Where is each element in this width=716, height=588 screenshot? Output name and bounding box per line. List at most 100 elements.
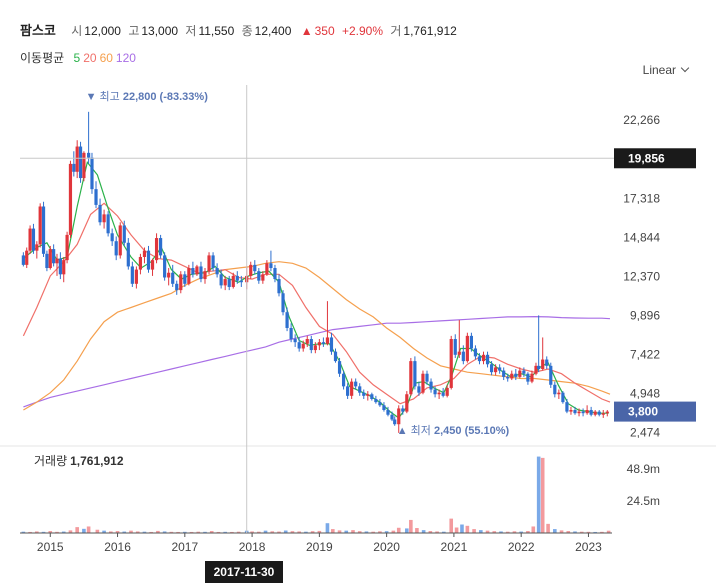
candle-body: [227, 279, 231, 287]
candle-body: [126, 242, 130, 267]
candle-body: [557, 392, 561, 395]
candle-body: [305, 339, 309, 344]
candle-body: [273, 268, 277, 280]
volume-bar: [250, 531, 254, 533]
volume-panel-value: 1,761,912: [70, 454, 124, 468]
candle-body: [203, 271, 207, 280]
candle-body: [223, 279, 227, 286]
candle-body: [163, 255, 167, 278]
year-tick-label: 2019: [306, 540, 333, 554]
price-tick-label: 4,948: [630, 386, 660, 400]
candle-body: [358, 386, 362, 393]
candle-body: [329, 337, 334, 352]
candle-body: [265, 263, 269, 275]
candle-body: [285, 312, 289, 328]
volume-bar: [573, 531, 577, 533]
candle-body: [605, 411, 609, 414]
candle-body: [313, 345, 317, 351]
candle-body: [90, 157, 94, 190]
candle-body: [485, 354, 490, 365]
candle-body: [409, 361, 413, 395]
candle-body: [134, 269, 138, 284]
volume-bar: [449, 518, 454, 533]
chart-axes: 22,266 17,318 14,844 12,370 9,896 7,422 4,948 2…: [20, 113, 660, 554]
high-label: 고: [128, 24, 140, 38]
candle-body: [35, 244, 39, 251]
candle-body: [45, 253, 49, 269]
ma-item[interactable]: 5: [73, 51, 81, 65]
moving-average-legend[interactable]: 이동평균 5 20 60 120: [20, 49, 136, 66]
candle-body: [502, 370, 506, 377]
ma-item[interactable]: 120: [115, 51, 136, 65]
ma-item[interactable]: 20: [83, 51, 97, 65]
candle-body: [417, 386, 421, 393]
volume-bar: [344, 530, 349, 533]
ma-item[interactable]: 60: [99, 51, 113, 65]
candle-body: [118, 225, 122, 256]
volume-bar: [531, 526, 536, 533]
ma5-line: [23, 160, 609, 419]
volume-bar: [115, 531, 120, 533]
candle-body: [195, 266, 199, 275]
candle-body: [386, 410, 390, 415]
candle-body: [211, 255, 215, 269]
candle-body: [453, 339, 457, 355]
candle-body: [138, 256, 143, 270]
candle-body: [433, 389, 437, 395]
candle-body: [55, 258, 59, 264]
candle-body: [114, 241, 118, 256]
candle-body: [94, 189, 98, 205]
volume-bar: [129, 530, 133, 533]
candle-body: [498, 367, 502, 371]
candle-body: [514, 373, 518, 377]
volume-bar: [512, 531, 517, 533]
candle-body: [382, 405, 386, 411]
volume-bar: [479, 530, 483, 533]
candle-body: [207, 255, 211, 272]
candle-body: [82, 152, 86, 179]
candle-body: [301, 343, 305, 349]
candle-body: [401, 408, 405, 412]
candle-body: [506, 376, 510, 379]
volume-bar: [304, 531, 308, 533]
volume-bar: [519, 531, 523, 533]
ma20-line: [22, 202, 611, 405]
candle-body: [191, 268, 195, 275]
volume-bar: [421, 530, 426, 533]
candle-body: [461, 351, 465, 362]
volume-bar: [283, 530, 288, 533]
volume-bar: [546, 523, 550, 533]
volume-bar: [460, 524, 464, 533]
price-tick-label: 12,370: [623, 269, 660, 283]
open-label: 시: [71, 24, 83, 38]
candle-body: [52, 249, 56, 264]
volume-bar: [485, 530, 490, 533]
volume-bar: [566, 531, 571, 533]
volume-bar: [357, 531, 362, 533]
change-value: 350: [314, 24, 335, 38]
moving-average-lines: [22, 160, 611, 419]
candle-body: [534, 365, 538, 374]
candle-body: [277, 279, 281, 294]
volume-tick-label: 48.9m: [627, 462, 660, 476]
candle-body: [425, 373, 429, 382]
scale-selector[interactable]: Linear: [643, 63, 690, 77]
candle-body: [405, 394, 409, 412]
candle-body: [215, 268, 219, 275]
volume-bar: [135, 531, 140, 533]
volume-panel-title: 거래량 1,761,912: [34, 452, 124, 469]
volume-bar: [196, 531, 201, 533]
volume-bar: [257, 531, 261, 533]
year-tick-label: 2022: [508, 540, 535, 554]
volume-bar: [454, 527, 459, 533]
year-tick-label: 2021: [441, 540, 468, 554]
candle-body: [437, 392, 441, 395]
candle-body: [350, 381, 354, 396]
candle-body: [549, 365, 553, 385]
candle-body: [102, 214, 106, 223]
candle-body: [179, 274, 183, 291]
volume-bar: [310, 531, 315, 533]
candle-body: [199, 266, 203, 280]
volume-bar: [405, 528, 409, 533]
